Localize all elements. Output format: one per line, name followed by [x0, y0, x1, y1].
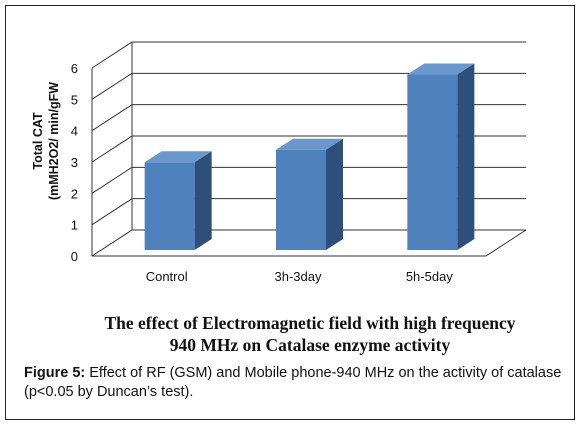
chart-title-line2: 940 MHz on Catalase enzyme activity: [169, 335, 451, 355]
bar-side-1: [326, 138, 343, 250]
gridline-side-4: [91, 104, 133, 132]
bar-side-0: [194, 151, 212, 250]
y-tick-label-4: 4: [71, 124, 78, 139]
bar-top-1: [276, 138, 343, 150]
gridline-side-3: [91, 135, 133, 163]
bar-top-2: [407, 63, 475, 75]
y-tick-label-5: 5: [71, 92, 78, 107]
y-axis-label-line2: (mMH2O2/ min/gFW: [47, 82, 61, 200]
gridline-side-1: [91, 198, 133, 226]
chart-title-line1: The effect of Electromagnetic field with…: [104, 313, 516, 333]
y-tick-label-6: 6: [71, 61, 78, 76]
x-axis-tick-labels: Control 3h-3day 5h-5day: [146, 269, 454, 284]
bar-control: [144, 151, 212, 250]
chart-title: The effect of Electromagnetic field with…: [60, 312, 560, 356]
chart-bars: [144, 63, 475, 251]
bar-side-2: [457, 63, 475, 251]
chart-plot: 0 1 2 3 4 5 6 Control 3h-3day 5h-5day Total CAT …: [31, 41, 527, 284]
bar-front-2: [407, 74, 458, 251]
x-tick-label-2: 5h-5day: [406, 269, 453, 284]
y-axis-label: Total CAT (mMH2O2/ min/gFW: [31, 82, 61, 200]
x-tick-label-1: 3h-3day: [275, 269, 322, 284]
y-axis-label-line1: Total CAT: [31, 112, 45, 170]
gridline-side-2: [91, 166, 133, 194]
bar-5h-5day: [407, 63, 475, 251]
floor-right-edge: [485, 229, 527, 257]
y-tick-label-3: 3: [71, 155, 78, 170]
caption-label: Figure 5:: [24, 365, 86, 381]
bar-front-1: [276, 149, 326, 250]
y-tick-label-2: 2: [71, 186, 78, 201]
y-tick-label-0: 0: [71, 249, 78, 264]
x-tick-label-0: Control: [146, 269, 188, 284]
bar-top-0: [144, 151, 212, 163]
bar-3h-3day: [276, 138, 343, 250]
figure-caption: Figure 5: Effect of RF (GSM) and Mobile …: [24, 364, 564, 402]
y-tick-label-1: 1: [71, 218, 78, 233]
y-axis-tick-labels: 0 1 2 3 4 5 6: [71, 61, 78, 264]
gridline-side-0: [91, 229, 133, 257]
caption-text: Effect of RF (GSM) and Mobile phone-940 …: [24, 365, 562, 400]
gridline-side-5: [91, 72, 133, 100]
figure-frame: [5, 5, 575, 420]
gridline-side-6: [91, 41, 133, 69]
bar-front-0: [144, 162, 195, 250]
